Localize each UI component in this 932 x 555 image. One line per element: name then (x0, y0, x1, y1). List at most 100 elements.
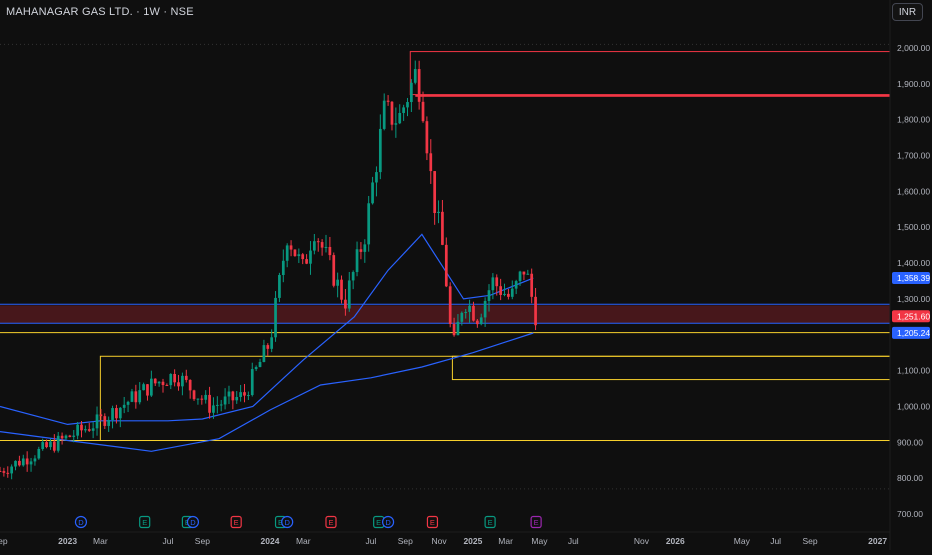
candle-body[interactable] (165, 385, 169, 387)
candle-body[interactable] (530, 273, 534, 297)
candle-body[interactable] (270, 337, 274, 349)
candle-body[interactable] (173, 373, 176, 383)
candle-body[interactable] (134, 391, 138, 403)
candle-body[interactable] (433, 171, 437, 214)
candle-body[interactable] (534, 296, 537, 326)
candle-body[interactable] (227, 391, 231, 397)
earnings-marker[interactable] (325, 515, 337, 529)
candle-body[interactable] (99, 414, 103, 417)
candle-body[interactable] (324, 246, 328, 248)
candle-body[interactable] (510, 288, 514, 297)
candle-body[interactable] (161, 381, 165, 386)
candle-body[interactable] (262, 345, 266, 362)
candle-body[interactable] (126, 401, 130, 405)
candle-body[interactable] (60, 435, 64, 439)
candle-body[interactable] (142, 384, 145, 391)
candle-body[interactable] (14, 460, 17, 467)
candle-body[interactable] (95, 414, 99, 429)
candle-body[interactable] (274, 297, 277, 338)
candle-body[interactable] (359, 249, 363, 252)
candle-body[interactable] (320, 242, 324, 248)
candle-body[interactable] (437, 211, 440, 214)
candle-body[interactable] (266, 345, 270, 349)
candle-body[interactable] (495, 277, 499, 287)
candle-body[interactable] (487, 290, 491, 301)
candle-body[interactable] (84, 429, 87, 431)
candle-body[interactable] (503, 293, 506, 295)
candle-body[interactable] (336, 279, 339, 286)
candle-body[interactable] (305, 259, 308, 264)
candle-body[interactable] (514, 281, 518, 289)
candle-body[interactable] (219, 404, 223, 406)
candle-body[interactable] (464, 311, 468, 313)
candle-body[interactable] (332, 255, 336, 286)
candle-body[interactable] (80, 424, 83, 431)
candle-body[interactable] (289, 245, 293, 250)
candle-body[interactable] (91, 428, 95, 431)
candle-body[interactable] (2, 471, 6, 473)
candle-body[interactable] (355, 249, 359, 273)
candle-body[interactable] (192, 390, 196, 400)
candle-body[interactable] (499, 286, 502, 295)
candle-body[interactable] (258, 361, 262, 368)
candle-body[interactable] (382, 100, 386, 129)
candle-body[interactable] (25, 458, 29, 465)
candle-body[interactable] (18, 460, 21, 466)
candle-body[interactable] (347, 280, 351, 309)
candle-body[interactable] (130, 391, 134, 402)
candle-body[interactable] (293, 249, 297, 257)
currency-button[interactable]: INR (892, 3, 923, 21)
candle-body[interactable] (410, 82, 413, 103)
candle-body[interactable] (0, 470, 2, 472)
candle-body[interactable] (425, 121, 429, 154)
candle-body[interactable] (138, 390, 142, 403)
candle-body[interactable] (215, 404, 219, 406)
candle-body[interactable] (429, 153, 433, 172)
candle-body[interactable] (243, 392, 246, 396)
candle-body[interactable] (340, 279, 343, 300)
candle-body[interactable] (146, 384, 149, 396)
candle-body[interactable] (363, 244, 367, 252)
candle-body[interactable] (312, 241, 316, 251)
candle-body[interactable] (483, 300, 487, 318)
candle-body[interactable] (452, 324, 456, 336)
candle-body[interactable] (115, 408, 118, 419)
candle-body[interactable] (177, 382, 180, 387)
candle-body[interactable] (301, 254, 305, 260)
candle-body[interactable] (157, 381, 161, 384)
earnings-marker[interactable] (230, 515, 242, 529)
candle-body[interactable] (522, 271, 526, 275)
candle-body[interactable] (441, 211, 444, 245)
candle-body[interactable] (285, 245, 289, 261)
candle-body[interactable] (149, 378, 153, 396)
candle-body[interactable] (196, 398, 200, 400)
candle-body[interactable] (122, 404, 126, 408)
candle-body[interactable] (181, 375, 184, 387)
candle-body[interactable] (111, 408, 114, 420)
candle-body[interactable] (204, 394, 208, 400)
candle-body[interactable] (456, 321, 460, 336)
candle-body[interactable] (29, 461, 33, 465)
candle-body[interactable] (64, 435, 68, 439)
candle-body[interactable] (188, 379, 192, 391)
candle-body[interactable] (402, 107, 405, 113)
candle-body[interactable] (6, 472, 10, 474)
candle-body[interactable] (56, 435, 60, 451)
candle-body[interactable] (235, 396, 239, 401)
candle-body[interactable] (254, 367, 258, 370)
candle-body[interactable] (247, 395, 250, 397)
candle-body[interactable] (231, 391, 235, 401)
candle-body[interactable] (406, 102, 409, 108)
candle-body[interactable] (526, 273, 530, 275)
candle-body[interactable] (200, 398, 204, 400)
candle-body[interactable] (68, 435, 72, 437)
candle-body[interactable] (413, 69, 417, 83)
candle-body[interactable] (169, 373, 173, 386)
candle-body[interactable] (223, 396, 227, 405)
candle-body[interactable] (351, 272, 355, 281)
candle-body[interactable] (421, 101, 425, 122)
candle-body[interactable] (448, 286, 452, 325)
candle-body[interactable] (118, 407, 122, 419)
